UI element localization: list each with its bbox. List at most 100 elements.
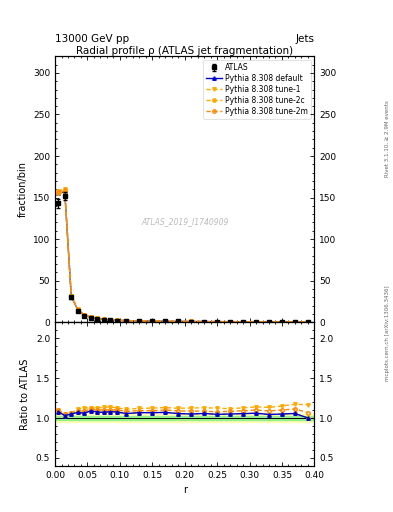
Line: Pythia 8.308 tune-2c: Pythia 8.308 tune-2c	[57, 190, 310, 324]
Pythia 8.308 tune-1	[75, 306, 80, 312]
Pythia 8.308 default	[95, 315, 99, 322]
Pythia 8.308 tune-2c	[163, 318, 168, 325]
Pythia 8.308 tune-2m	[228, 318, 233, 325]
Pythia 8.308 tune-1	[69, 292, 73, 298]
Pythia 8.308 default	[108, 317, 112, 323]
Pythia 8.308 default	[124, 317, 129, 324]
Pythia 8.308 tune-1	[189, 318, 194, 325]
Text: 13000 GeV pp: 13000 GeV pp	[55, 33, 129, 44]
Pythia 8.308 tune-1	[137, 318, 142, 324]
Pythia 8.308 default	[88, 314, 93, 321]
Pythia 8.308 tune-1	[202, 318, 207, 325]
Pythia 8.308 tune-2m	[215, 318, 220, 325]
Pythia 8.308 tune-2c	[254, 318, 259, 325]
Pythia 8.308 tune-1	[306, 319, 310, 325]
Pythia 8.308 tune-2m	[137, 318, 142, 324]
Pythia 8.308 default	[114, 317, 119, 324]
Pythia 8.308 tune-2m	[202, 318, 207, 325]
Pythia 8.308 default	[293, 319, 298, 325]
Pythia 8.308 tune-2m	[88, 314, 93, 320]
Text: ATLAS_2019_I1740909: ATLAS_2019_I1740909	[141, 217, 228, 226]
Pythia 8.308 tune-2c	[82, 312, 86, 318]
Title: Radial profile ρ (ATLAS jet fragmentation): Radial profile ρ (ATLAS jet fragmentatio…	[76, 46, 293, 55]
Pythia 8.308 tune-2m	[95, 315, 99, 322]
Pythia 8.308 tune-2c	[88, 314, 93, 321]
Pythia 8.308 tune-2m	[267, 319, 272, 325]
Pythia 8.308 tune-1	[293, 319, 298, 325]
Pythia 8.308 tune-2c	[114, 317, 119, 324]
Pythia 8.308 tune-2m	[163, 318, 168, 325]
Y-axis label: fraction/bin: fraction/bin	[17, 161, 28, 217]
Pythia 8.308 tune-1	[228, 318, 233, 325]
Pythia 8.308 tune-2m	[280, 319, 285, 325]
Text: Rivet 3.1.10, ≥ 2.9M events: Rivet 3.1.10, ≥ 2.9M events	[385, 100, 389, 177]
Pythia 8.308 tune-2c	[241, 318, 246, 325]
Pythia 8.308 tune-2m	[150, 318, 155, 324]
Pythia 8.308 tune-2c	[108, 317, 112, 323]
Pythia 8.308 tune-1	[108, 317, 112, 323]
Pythia 8.308 tune-2c	[75, 307, 80, 313]
Bar	[55, 416, 314, 420]
Pythia 8.308 tune-1	[82, 312, 86, 318]
Pythia 8.308 tune-2m	[176, 318, 181, 325]
Pythia 8.308 tune-1	[114, 317, 119, 324]
Bar	[55, 414, 314, 422]
Pythia 8.308 tune-1	[88, 314, 93, 320]
Pythia 8.308 tune-2m	[306, 319, 310, 325]
Pythia 8.308 default	[82, 312, 86, 318]
Pythia 8.308 default	[254, 318, 259, 325]
Pythia 8.308 tune-2c	[137, 318, 142, 324]
Line: Pythia 8.308 tune-1: Pythia 8.308 tune-1	[57, 187, 310, 324]
Pythia 8.308 default	[189, 318, 194, 325]
Pythia 8.308 tune-2c	[150, 318, 155, 324]
Pythia 8.308 tune-2c	[69, 293, 73, 299]
Pythia 8.308 tune-2c	[215, 318, 220, 325]
Pythia 8.308 tune-2m	[108, 317, 112, 323]
Legend: ATLAS, Pythia 8.308 default, Pythia 8.308 tune-1, Pythia 8.308 tune-2c, Pythia 8: ATLAS, Pythia 8.308 default, Pythia 8.30…	[203, 60, 310, 119]
Pythia 8.308 default	[56, 190, 61, 197]
Pythia 8.308 tune-2m	[241, 318, 246, 325]
Pythia 8.308 tune-2c	[189, 318, 194, 325]
Pythia 8.308 default	[306, 319, 310, 325]
Pythia 8.308 tune-2m	[254, 318, 259, 325]
Pythia 8.308 tune-2m	[75, 307, 80, 313]
Y-axis label: Ratio to ATLAS: Ratio to ATLAS	[20, 358, 30, 430]
Pythia 8.308 tune-2c	[176, 318, 181, 325]
Pythia 8.308 default	[215, 318, 220, 325]
Pythia 8.308 tune-2m	[69, 293, 73, 299]
Pythia 8.308 tune-1	[150, 318, 155, 324]
Pythia 8.308 tune-1	[62, 186, 67, 193]
Pythia 8.308 tune-1	[215, 318, 220, 325]
Pythia 8.308 tune-2c	[306, 319, 310, 325]
Pythia 8.308 tune-1	[101, 316, 106, 323]
Pythia 8.308 tune-2m	[124, 317, 129, 324]
Text: mcplots.cern.ch [arXiv:1306.3436]: mcplots.cern.ch [arXiv:1306.3436]	[385, 285, 389, 380]
Pythia 8.308 tune-1	[254, 318, 259, 325]
Pythia 8.308 tune-2m	[293, 319, 298, 325]
Pythia 8.308 tune-2c	[228, 318, 233, 325]
X-axis label: r: r	[183, 485, 187, 495]
Pythia 8.308 tune-2c	[293, 319, 298, 325]
Line: Pythia 8.308 tune-2m: Pythia 8.308 tune-2m	[57, 188, 310, 324]
Pythia 8.308 default	[176, 318, 181, 325]
Pythia 8.308 tune-1	[56, 188, 61, 194]
Pythia 8.308 tune-1	[176, 318, 181, 325]
Line: Pythia 8.308 default: Pythia 8.308 default	[57, 190, 310, 324]
Pythia 8.308 default	[150, 318, 155, 324]
Pythia 8.308 default	[163, 318, 168, 325]
Pythia 8.308 default	[137, 318, 142, 324]
Pythia 8.308 default	[62, 189, 67, 195]
Pythia 8.308 tune-2c	[267, 319, 272, 325]
Pythia 8.308 tune-1	[241, 318, 246, 325]
Pythia 8.308 default	[228, 318, 233, 325]
Pythia 8.308 tune-2c	[280, 319, 285, 325]
Pythia 8.308 tune-2c	[101, 316, 106, 323]
Pythia 8.308 tune-1	[124, 317, 129, 324]
Pythia 8.308 tune-2c	[202, 318, 207, 325]
Pythia 8.308 tune-1	[163, 318, 168, 324]
Pythia 8.308 tune-2m	[82, 312, 86, 318]
Pythia 8.308 tune-2m	[56, 189, 61, 195]
Pythia 8.308 tune-1	[280, 319, 285, 325]
Pythia 8.308 default	[75, 307, 80, 313]
Pythia 8.308 default	[280, 319, 285, 325]
